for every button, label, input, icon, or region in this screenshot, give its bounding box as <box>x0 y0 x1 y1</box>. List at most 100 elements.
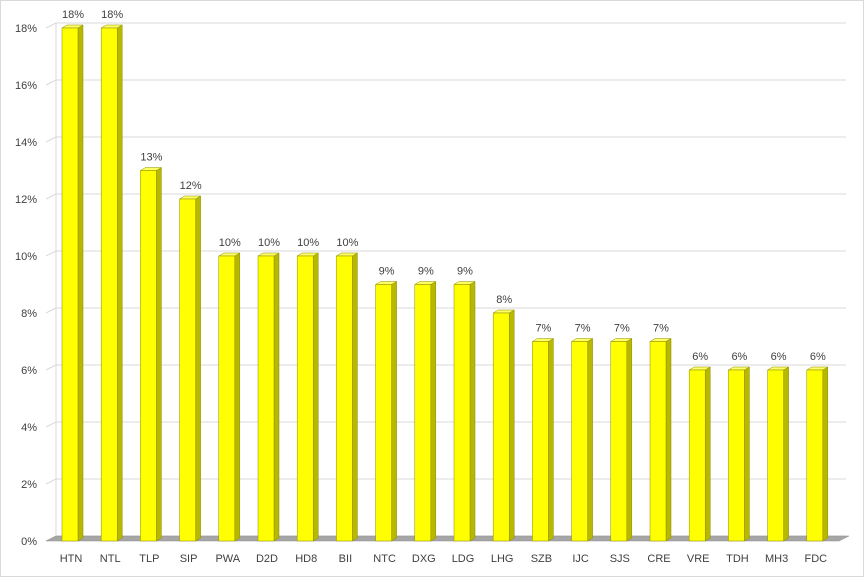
data-label: 9% <box>457 266 473 278</box>
bar-front <box>492 312 510 542</box>
bar-side <box>273 252 280 542</box>
gridline-diag <box>45 136 57 143</box>
bar-front <box>688 369 706 542</box>
y-tick-label: 16% <box>15 80 37 92</box>
y-tick-label: 4% <box>21 422 37 434</box>
data-label: 9% <box>418 266 434 278</box>
bar-d2d <box>257 252 280 542</box>
y-tick-label: 18% <box>15 23 37 35</box>
data-label: 10% <box>219 237 241 249</box>
bar-side <box>822 366 829 542</box>
x-tick-label: D2D <box>256 553 278 565</box>
bar-bii <box>335 252 359 542</box>
bar-front <box>728 369 745 542</box>
data-label: 18% <box>101 9 123 21</box>
x-tick-label: MH3 <box>765 553 788 565</box>
bar-front <box>610 341 628 542</box>
data-label: 12% <box>180 180 202 192</box>
data-label: 7% <box>535 323 551 335</box>
bar-front <box>649 341 667 542</box>
gridline-diag <box>45 79 57 86</box>
gridline-diag <box>45 307 57 314</box>
bar-side <box>783 366 789 542</box>
y-tick-label: 14% <box>15 137 37 149</box>
gridline-diag <box>45 250 57 257</box>
data-label: 6% <box>810 351 826 363</box>
bar-side <box>469 281 476 542</box>
data-label: 7% <box>653 323 669 335</box>
x-axis-ticks: HTN NTL TLP SIP PWA D2D HD8 BII NTC DXG LDG LHG SZB I… <box>60 553 827 565</box>
data-label: 10% <box>336 237 358 249</box>
bar-front <box>61 27 79 542</box>
data-labels: 18% 18% 13% 12% 10% 10% 10% 10% 9% 9% 9% 8% 7% 7% 7% 7%… <box>62 9 826 363</box>
x-tick-label: BII <box>339 553 352 565</box>
bar-ijc <box>570 338 594 542</box>
x-tick-label: LDG <box>452 553 475 565</box>
bar-side <box>508 309 515 542</box>
gridline-diag <box>45 22 57 29</box>
x-tick-label: VRE <box>687 553 710 565</box>
x-tick-label: SZB <box>531 553 552 565</box>
bar-front <box>571 341 588 542</box>
bar-front <box>296 255 314 542</box>
data-label: 9% <box>379 266 395 278</box>
x-tick-label: LHG <box>491 553 514 565</box>
gridline-diag <box>45 421 57 428</box>
bar-side <box>430 281 437 542</box>
data-label: 7% <box>575 323 591 335</box>
data-label: 10% <box>297 237 319 249</box>
x-tick-label: HD8 <box>295 553 317 565</box>
bar-front <box>375 284 392 542</box>
bar-side <box>548 338 554 542</box>
data-label: 13% <box>140 152 162 164</box>
y-tick-label: 8% <box>21 308 37 320</box>
bar-front <box>767 369 784 542</box>
bar-side <box>391 281 397 542</box>
bar-side <box>77 24 84 542</box>
bar-side <box>195 195 201 542</box>
gridline-diag <box>45 478 57 485</box>
data-label: 6% <box>771 351 787 363</box>
x-tick-label: HTN <box>60 553 83 565</box>
bar-front <box>414 284 432 542</box>
bar-pwa <box>217 252 241 542</box>
bar-tlp <box>139 167 163 542</box>
data-label: 10% <box>258 237 280 249</box>
bar-side <box>587 338 593 542</box>
y-tick-label: 6% <box>21 365 37 377</box>
bar-side <box>234 252 241 542</box>
bar-front <box>140 170 157 542</box>
bar-szb <box>531 338 555 542</box>
data-label: 6% <box>692 351 708 363</box>
x-tick-label: NTL <box>100 553 121 565</box>
x-tick-label: DXG <box>412 553 436 565</box>
bar-htn <box>61 24 84 542</box>
bar-ldg <box>453 281 476 542</box>
y-axis-ticks: 0% 2% 4% 6% 8% 10% 12% 14% 16% 18% <box>15 23 37 548</box>
bar-mh3 <box>766 366 790 542</box>
bar-side <box>704 366 711 542</box>
bar-ntc <box>374 281 398 542</box>
bar-dxg <box>413 281 437 542</box>
bar-front <box>218 255 236 542</box>
y-tick-label: 12% <box>15 194 37 206</box>
bar-side <box>352 252 358 542</box>
bar-tdh <box>727 366 751 542</box>
bar-front <box>100 27 118 542</box>
bar-front <box>453 284 471 542</box>
bar-front <box>806 369 824 542</box>
x-tick-label: FDC <box>804 553 827 565</box>
bar-ntl <box>100 24 124 542</box>
y-tick-label: 10% <box>15 251 37 263</box>
gridlines <box>45 22 846 542</box>
data-label: 8% <box>496 294 512 306</box>
bar-side <box>156 167 162 542</box>
bars <box>61 24 829 542</box>
bar-front <box>532 341 549 542</box>
bar-fdc <box>805 366 829 542</box>
bar-side <box>116 24 123 542</box>
bar-cre <box>649 338 672 542</box>
bar-side <box>744 366 750 542</box>
